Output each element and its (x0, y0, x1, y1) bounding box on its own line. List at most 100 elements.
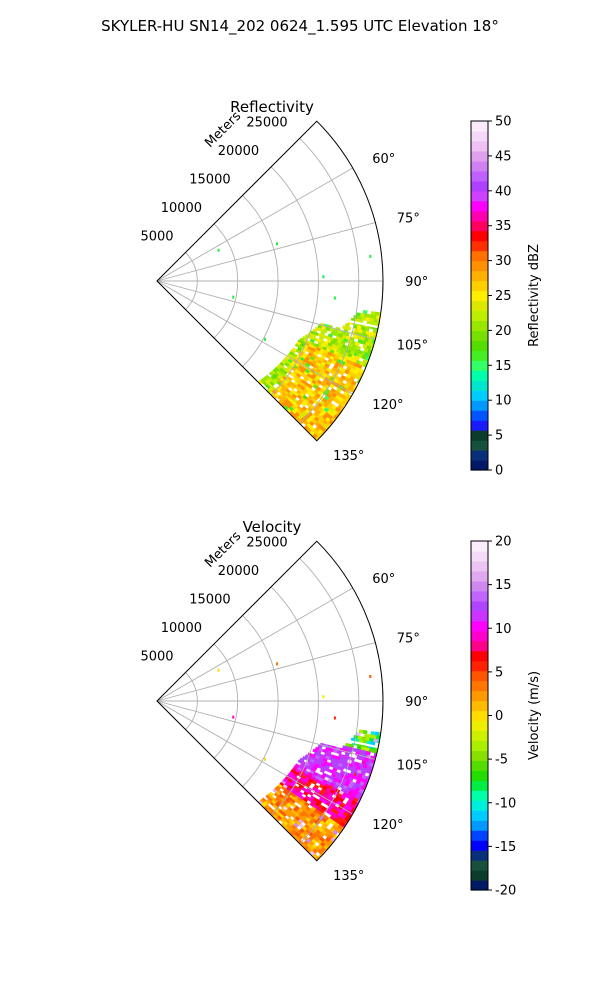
colorbar-tick-label: -20 (495, 884, 516, 899)
colorbar-tick-label: 15 (495, 578, 512, 593)
colorbar: -20 -15 -10 -5 0 5 10 15 20 Velocity (m/s) (470, 535, 542, 899)
colorbar-tick-label: 35 (495, 219, 512, 234)
azimuth-spoke (156, 280, 353, 395)
colorbar-segment (471, 820, 488, 831)
colorbar-label: Reflectivity dBZ (527, 244, 542, 347)
colorbar-segment (471, 420, 488, 431)
colorbar-segment (471, 240, 488, 252)
panel-title: Reflectivity (230, 98, 314, 116)
colorbar-segment (471, 590, 488, 602)
colorbar-segment (471, 780, 488, 791)
colorbar-tick-label: -10 (495, 796, 516, 811)
colorbar-segment (471, 580, 488, 592)
colorbar-segment (471, 750, 488, 761)
colorbar-segment (471, 380, 488, 391)
azimuth-tick-label: 90° (405, 275, 428, 290)
azimuth-spoke (156, 700, 376, 760)
colorbar-segment (471, 860, 488, 871)
colorbar-segment (471, 710, 488, 722)
colorbar-segment (471, 350, 488, 361)
colorbar-segment (471, 260, 488, 272)
colorbar-segment (471, 440, 488, 451)
colorbar-segment (471, 230, 488, 242)
range-tick-label: 20000 (218, 564, 259, 579)
colorbar-segment (471, 390, 488, 401)
azimuth-tick-label: 75° (397, 211, 420, 226)
figure-title: SKYLER-HU SN14_202 0624_1.595 UTC Elevat… (101, 17, 499, 36)
colorbar-segment (471, 600, 488, 612)
colorbar-segment (471, 140, 488, 152)
azimuth-tick-label: 135° (333, 449, 364, 464)
colorbar-segment (471, 280, 488, 292)
colorbar-segment (471, 700, 488, 712)
range-tick-label: 5000 (140, 649, 173, 664)
colorbar-segment (471, 830, 488, 841)
range-tick-label: 20000 (218, 144, 259, 159)
colorbar-segment (471, 130, 488, 142)
colorbar-tick-label: 0 (495, 709, 503, 724)
colorbar-segment (471, 800, 488, 811)
azimuth-tick-label: 120° (372, 818, 403, 833)
colorbar-segment (471, 121, 488, 132)
colorbar-segment (471, 680, 488, 692)
colorbar-tick-label: 0 (495, 464, 503, 479)
azimuth-spoke (156, 167, 353, 282)
velocity-panel: Velocity 60° 75° 90° 105° 120° 135° 5000 10000 15… (140, 518, 542, 899)
colorbar-segment (471, 640, 488, 652)
range-tick-label: 25000 (246, 115, 287, 130)
colorbar-segment (471, 150, 488, 162)
colorbar-segment (471, 250, 488, 262)
azimuth-spoke (156, 280, 376, 340)
colorbar-segment (471, 400, 488, 411)
azimuth-tick-label: 90° (405, 695, 428, 710)
polar-frame (156, 120, 384, 442)
range-tick-label: 10000 (161, 621, 202, 636)
colorbar-segment (471, 430, 488, 441)
colorbar-segment (471, 870, 488, 881)
colorbar-segment (471, 880, 488, 891)
colorbar-segment (471, 550, 488, 562)
azimuth-spoke (156, 587, 353, 702)
colorbar-segment (471, 541, 488, 552)
colorbar-segment (471, 220, 488, 232)
azimuth-tick-label: 135° (333, 869, 364, 884)
azimuth-spoke (156, 700, 353, 815)
colorbar-segment (471, 810, 488, 821)
colorbar-segment (471, 340, 488, 351)
colorbar-segment (471, 270, 488, 282)
colorbar-tick-label: -15 (495, 840, 516, 855)
data-gap (314, 732, 379, 749)
azimuth-spoke (156, 642, 376, 702)
colorbar-tick-label: 10 (495, 622, 512, 637)
colorbar-segment (471, 760, 488, 771)
range-tick-label: 15000 (189, 172, 230, 187)
colorbar-segment (471, 190, 488, 202)
colorbar-label: Velocity (m/s) (527, 671, 542, 760)
colorbar-segment (471, 210, 488, 222)
polar-frame (156, 540, 384, 862)
colorbar-tick-label: 5 (495, 665, 503, 680)
azimuth-tick-label: 105° (397, 759, 428, 774)
colorbar-segment (471, 360, 488, 371)
colorbar-segment (471, 300, 488, 312)
colorbar-segment (471, 460, 488, 471)
range-tick-label: 25000 (246, 535, 287, 550)
colorbar-segment (471, 650, 488, 662)
colorbar-segment (471, 610, 488, 622)
colorbar-segment (471, 450, 488, 461)
azimuth-tick-label: 60° (372, 152, 395, 167)
colorbar-tick-label: 20 (495, 535, 512, 550)
colorbar-segment (471, 670, 488, 682)
azimuth-tick-label: 105° (397, 339, 428, 354)
colorbar-segment (471, 720, 488, 732)
colorbar-segment (471, 170, 488, 182)
colorbar-tick-label: 25 (495, 289, 512, 304)
colorbar-tick-label: 15 (495, 359, 512, 374)
colorbar-segment (471, 180, 488, 192)
colorbar-segment (471, 160, 488, 172)
colorbar-segment (471, 290, 488, 302)
colorbar-tick-label: 50 (495, 115, 512, 130)
colorbar-segment (471, 850, 488, 861)
colorbar-segment (471, 690, 488, 702)
colorbar-segment (471, 410, 488, 421)
